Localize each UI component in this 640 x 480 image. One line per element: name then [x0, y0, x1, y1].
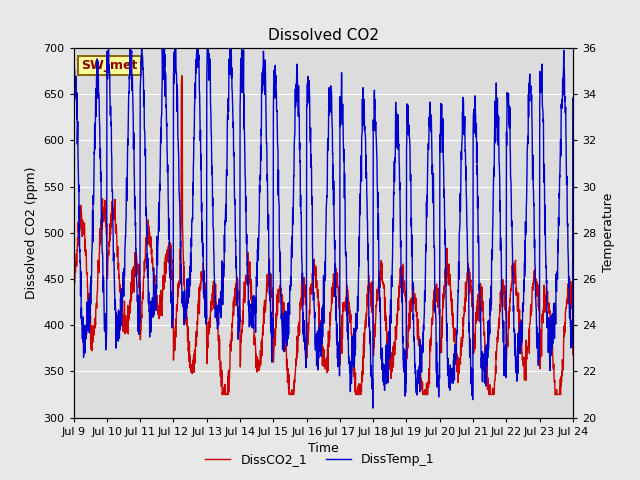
- DissCO2_1: [338, 337, 346, 343]
- Y-axis label: Dissolved CO2 (ppm): Dissolved CO2 (ppm): [25, 167, 38, 299]
- DissCO2_1: [349, 350, 356, 356]
- X-axis label: Time: Time: [308, 442, 339, 455]
- DissCO2_1: [569, 352, 577, 358]
- DissTemp_1: [569, 96, 577, 101]
- DissTemp_1: [525, 97, 533, 103]
- Title: Dissolved CO2: Dissolved CO2: [268, 28, 379, 43]
- Legend: DissCO2_1, DissTemp_1: DissCO2_1, DissTemp_1: [200, 448, 440, 471]
- DissTemp_1: [337, 84, 345, 89]
- DissTemp_1: [369, 405, 376, 411]
- DissCO2_1: [209, 283, 217, 289]
- DissTemp_1: [105, 45, 113, 51]
- DissTemp_1: [348, 333, 356, 339]
- DissCO2_1: [539, 308, 547, 314]
- DissTemp_1: [539, 109, 547, 115]
- Line: DissCO2_1: DissCO2_1: [74, 76, 573, 395]
- Text: SW_met: SW_met: [81, 59, 138, 72]
- DissTemp_1: [209, 224, 217, 229]
- DissTemp_1: [468, 373, 476, 379]
- DissCO2_1: [525, 327, 533, 333]
- Line: DissTemp_1: DissTemp_1: [74, 48, 573, 408]
- DissCO2_1: [178, 73, 186, 79]
- DissCO2_1: [218, 392, 226, 397]
- DissTemp_1: [70, 119, 77, 125]
- Y-axis label: Temperature: Temperature: [602, 193, 614, 273]
- DissCO2_1: [70, 288, 77, 293]
- DissCO2_1: [468, 304, 476, 310]
